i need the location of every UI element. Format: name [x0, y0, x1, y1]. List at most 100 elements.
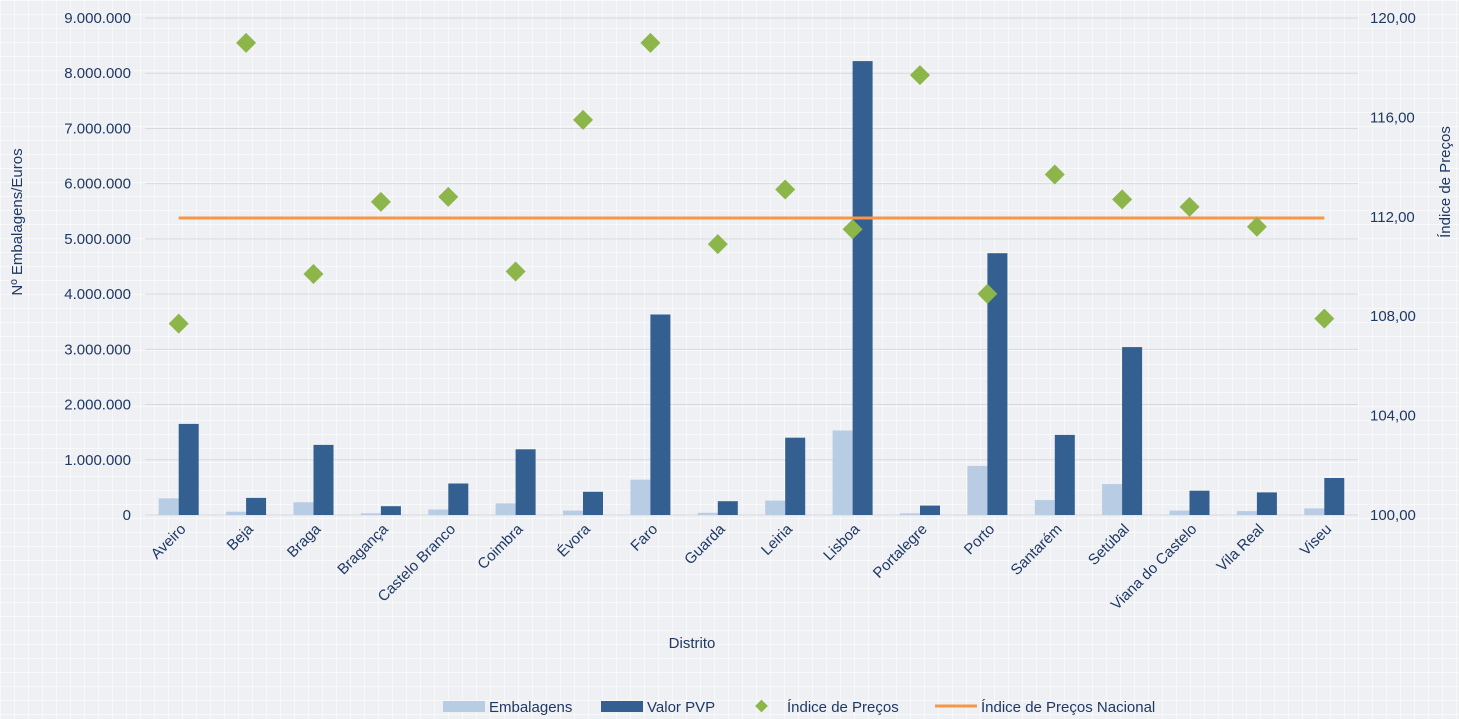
- bar-valor-pvp-vila-real: [1256, 492, 1277, 515]
- y2-tick-label: 108,00: [1370, 308, 1416, 325]
- bar-valor-pvp-castelo-branco: [448, 483, 469, 515]
- y-tick-label: 0: [123, 507, 131, 524]
- y2-tick-label: 116,00: [1370, 109, 1415, 126]
- point-braga: [303, 263, 324, 284]
- bar-embalagens-viseu: [1304, 508, 1325, 515]
- bars: [158, 61, 1345, 515]
- legend-swatch-embalagens: [443, 701, 485, 712]
- point-viseu: [1314, 308, 1335, 329]
- point-braganca: [370, 191, 391, 212]
- x-tick-label: Coimbra: [474, 520, 527, 573]
- y-tick-label: 1.000.000: [64, 452, 131, 469]
- x-tick-label: Évora: [554, 520, 594, 560]
- legend-label-embalagens: Embalagens: [489, 699, 572, 716]
- bar-embalagens-santarem: [1034, 500, 1055, 515]
- point-viana-do-castelo: [1179, 196, 1200, 217]
- bar-valor-pvp-lisboa: [852, 61, 873, 515]
- point-vila-real: [1246, 216, 1267, 237]
- gridlines: [145, 17, 1358, 516]
- bar-embalagens-faro: [630, 479, 651, 515]
- right-axis-ticks: 100,00 104,00 108,00 112,00 116,00 120,00: [1370, 10, 1416, 524]
- point-castelo-branco: [438, 186, 459, 207]
- bar-valor-pvp-porto: [987, 253, 1008, 515]
- x-tick-label: Portalegre: [870, 521, 931, 582]
- bar-embalagens-castelo-branco: [428, 509, 449, 515]
- y2-tick-label: 104,00: [1370, 408, 1416, 425]
- legend-swatch-valor-pvp: [601, 701, 643, 712]
- x-tick-label: Guarda: [681, 520, 729, 568]
- point-leiria: [775, 179, 796, 200]
- bar-valor-pvp-braga: [313, 444, 334, 515]
- bar-valor-pvp-leiria: [785, 437, 806, 515]
- y2-tick-label: 120,00: [1370, 10, 1416, 27]
- bar-valor-pvp-santarem: [1054, 434, 1075, 515]
- x-tick-label: Bragança: [334, 520, 392, 578]
- price-index-points: [168, 32, 1335, 334]
- bar-valor-pvp-beja: [246, 497, 267, 515]
- x-tick-label: Faro: [627, 521, 661, 555]
- x-tick-label: Beja: [224, 520, 258, 554]
- x-tick-label: Aveiro: [148, 521, 190, 563]
- bar-embalagens-coimbra: [495, 503, 516, 515]
- bar-valor-pvp-faro: [650, 314, 671, 515]
- bar-embalagens-evora: [563, 510, 583, 515]
- y-tick-label: 9.000.000: [64, 10, 131, 27]
- x-tick-label: Braga: [284, 520, 325, 561]
- bar-embalagens-porto: [967, 465, 988, 515]
- legend-label-indice-precos: Índice de Preços: [787, 699, 899, 716]
- bar-embalagens-beja: [226, 511, 247, 515]
- bar-embalagens-portalegre: [900, 513, 920, 515]
- x-tick-label: Setúbal: [1085, 521, 1133, 569]
- bar-valor-pvp-evora: [583, 491, 603, 515]
- y-tick-label: 8.000.000: [64, 65, 131, 82]
- bar-embalagens-lisboa: [832, 430, 853, 515]
- legend-label-indice-nacional: Índice de Preços Nacional: [981, 699, 1155, 716]
- x-tick-label: Vila Real: [1213, 521, 1267, 575]
- point-beja: [236, 32, 257, 53]
- y2-tick-label: 112,00: [1370, 209, 1415, 226]
- point-coimbra: [505, 261, 526, 282]
- x-tick-label: Lisboa: [820, 520, 864, 564]
- bar-valor-pvp-portalegre: [920, 505, 940, 515]
- bar-embalagens-vila-real: [1236, 511, 1257, 515]
- bar-valor-pvp-braganca: [380, 506, 401, 515]
- point-portalegre: [909, 65, 930, 86]
- point-faro: [640, 32, 661, 53]
- point-aveiro: [168, 313, 189, 334]
- point-santarem: [1044, 164, 1065, 185]
- y-tick-label: 6.000.000: [64, 176, 131, 193]
- y-axis-title: Nº Embalagens/Euros: [9, 148, 26, 295]
- bar-embalagens-leiria: [765, 500, 786, 515]
- x-tick-label: Viseu: [1297, 521, 1335, 559]
- bar-valor-pvp-viana-do-castelo: [1189, 490, 1210, 515]
- y-tick-label: 2.000.000: [64, 397, 131, 414]
- left-axis-ticks: 0 1.000.000 2.000.000 3.000.000 4.000.000 5.0…: [64, 10, 131, 524]
- bar-embalagens-braganca: [360, 513, 381, 515]
- bar-valor-pvp-viseu: [1324, 478, 1345, 515]
- y-tick-label: 4.000.000: [64, 286, 131, 303]
- x-tick-label: Santarém: [1008, 521, 1066, 579]
- x-tick-label: Leiria: [758, 520, 796, 558]
- point-setubal: [1112, 189, 1133, 210]
- y-tick-label: 3.000.000: [64, 341, 131, 358]
- bar-embalagens-aveiro: [158, 498, 179, 515]
- legend-label-valor-pvp: Valor PVP: [647, 699, 715, 716]
- x-tick-label: Porto: [961, 521, 998, 558]
- x-axis-title: Distrito: [669, 635, 716, 652]
- y-tick-label: 5.000.000: [64, 231, 131, 248]
- bar-embalagens-braga: [293, 502, 314, 515]
- bar-valor-pvp-coimbra: [515, 449, 536, 515]
- point-guarda: [707, 234, 728, 255]
- y-tick-label: 7.000.000: [64, 120, 131, 137]
- bar-valor-pvp-setubal: [1122, 347, 1143, 515]
- bar-valor-pvp-guarda: [717, 501, 738, 515]
- point-porto: [977, 283, 998, 304]
- point-evora: [573, 109, 594, 130]
- legend: Embalagens Valor PVP Índice de Preços Ín…: [443, 699, 1155, 716]
- y2-tick-label: 100,00: [1370, 507, 1416, 524]
- bar-embalagens-guarda: [697, 512, 718, 515]
- bar-valor-pvp-aveiro: [178, 423, 199, 515]
- legend-swatch-indice-precos: [755, 699, 768, 713]
